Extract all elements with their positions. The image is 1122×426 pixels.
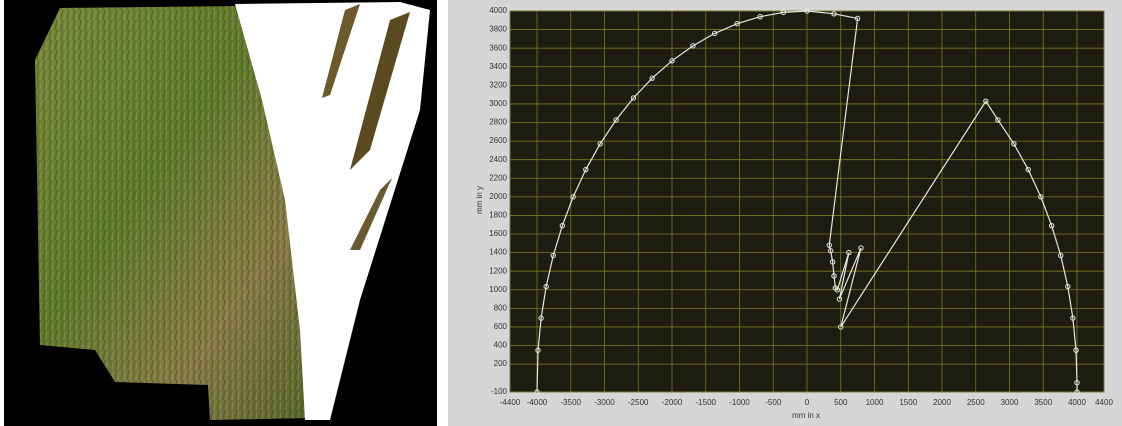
y-tick-label: 1200 <box>489 266 507 275</box>
y-tick-label: 1600 <box>489 229 507 238</box>
x-tick-label: -3000 <box>594 398 615 407</box>
y-axis-label: mm in y <box>475 186 484 214</box>
x-tick-label: 500 <box>834 398 848 407</box>
y-tick-label: 3400 <box>489 62 507 71</box>
y-tick-label: 800 <box>494 303 508 312</box>
x-tick-label: 1500 <box>899 398 917 407</box>
y-tick-label: 3800 <box>489 25 507 34</box>
x-tick-label: 1000 <box>866 398 884 407</box>
x-tick-label: 3500 <box>1034 398 1052 407</box>
y-tick-label: 1000 <box>489 285 507 294</box>
x-tick-label: -4400 <box>500 398 521 407</box>
x-axis-label: mm in x <box>792 411 820 420</box>
y-tick-label: -100 <box>491 387 508 396</box>
x-tick-label: 4400 <box>1095 398 1113 407</box>
figure: mm in x mm in y -4400 -4000 -3500 -3000 -250… <box>0 0 1122 426</box>
photo <box>4 0 437 426</box>
y-tick-label: 2600 <box>489 136 507 145</box>
y-tick-label: 1800 <box>489 211 507 220</box>
x-tick-label: -2000 <box>662 398 683 407</box>
x-tick-label: -4000 <box>527 398 548 407</box>
x-tick-label: -2500 <box>628 398 649 407</box>
y-tick-label: 2000 <box>489 192 507 201</box>
y-tick-label: 3000 <box>489 99 507 108</box>
y-tick-label: 3600 <box>489 43 507 52</box>
x-tick-label: 2000 <box>933 398 951 407</box>
y-tick-label: 2800 <box>489 118 507 127</box>
x-tick-label: -500 <box>765 398 782 407</box>
y-tick-label: 2400 <box>489 155 507 164</box>
y-tick-label: 600 <box>494 322 508 331</box>
x-tick-label: 4000 <box>1068 398 1086 407</box>
y-tick-label: 1400 <box>489 248 507 257</box>
y-tick-label: 3200 <box>489 80 507 89</box>
x-tick-label: -1000 <box>729 398 750 407</box>
y-tick-label: 4000 <box>489 6 507 15</box>
x-tick-label: -1500 <box>696 398 717 407</box>
page: mm in x mm in y -4400 -4000 -3500 -3000 -250… <box>0 0 1122 426</box>
y-tick-label: 200 <box>494 359 508 368</box>
y-tick-label: 400 <box>494 341 508 350</box>
x-tick-label: 3000 <box>1001 398 1019 407</box>
x-tick-label: -3500 <box>561 398 582 407</box>
x-tick-label: 2500 <box>967 398 985 407</box>
y-tick-label: 2200 <box>489 173 507 182</box>
x-tick-label: 0 <box>805 398 810 407</box>
